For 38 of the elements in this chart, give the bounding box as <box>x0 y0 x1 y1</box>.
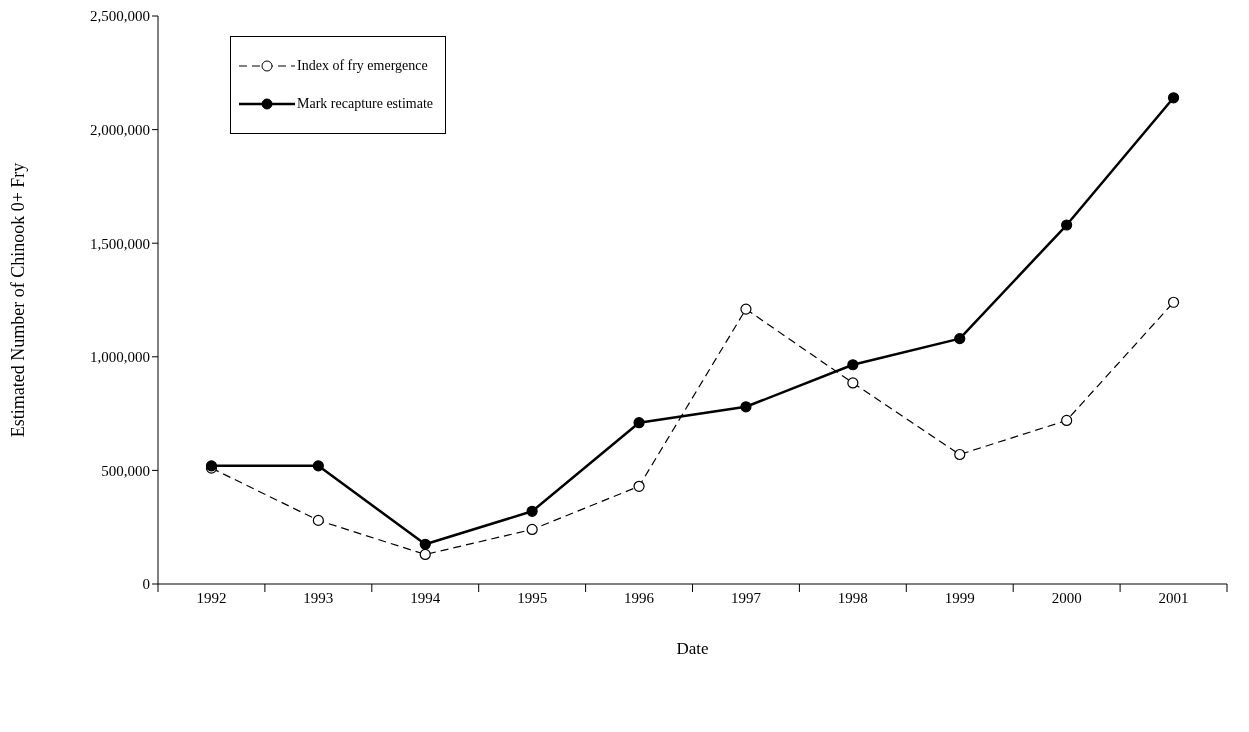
point <box>633 480 645 492</box>
legend-label: Index of fry emergence <box>297 58 428 74</box>
point <box>847 359 859 371</box>
point <box>526 505 538 517</box>
x-axis-title: Date <box>676 639 709 658</box>
x-tick-label: 1994 <box>410 589 441 606</box>
legend-label: Mark recapture estimate <box>297 96 434 112</box>
y-axis-title: Estimated Number of Chinook 0+ Fry <box>8 162 29 438</box>
y-tick-label: 1,000,000 <box>90 349 150 366</box>
y-tick-label: 2,000,000 <box>90 121 150 138</box>
point <box>954 333 966 345</box>
point <box>633 417 645 429</box>
x-tick-label: 2000 <box>1051 589 1082 606</box>
y-tick-label: 2,500,000 <box>90 8 150 25</box>
y-tick-label: 500,000 <box>101 462 150 479</box>
y-tick-label: 0 <box>142 576 150 593</box>
x-tick-label: 1993 <box>303 589 334 606</box>
point <box>740 303 752 315</box>
x-tick-label: 1998 <box>837 589 868 606</box>
point <box>312 514 324 526</box>
point <box>1061 219 1073 231</box>
point <box>847 377 859 389</box>
x-tick-label: 2001 <box>1158 589 1189 606</box>
x-tick-label: 1992 <box>196 589 227 606</box>
point <box>526 523 538 536</box>
point <box>740 401 752 413</box>
x-tick-label: 1995 <box>517 589 548 606</box>
point <box>1167 92 1180 104</box>
point <box>419 548 431 561</box>
y-tick-label: 1,500,000 <box>90 235 150 252</box>
point <box>419 538 431 550</box>
point <box>954 448 966 461</box>
point <box>1061 414 1073 427</box>
point <box>1167 296 1180 308</box>
x-tick-label: 1999 <box>944 589 975 606</box>
x-tick-label: 1997 <box>730 589 762 606</box>
point <box>312 460 324 472</box>
x-tick-label: 1996 <box>624 589 655 606</box>
